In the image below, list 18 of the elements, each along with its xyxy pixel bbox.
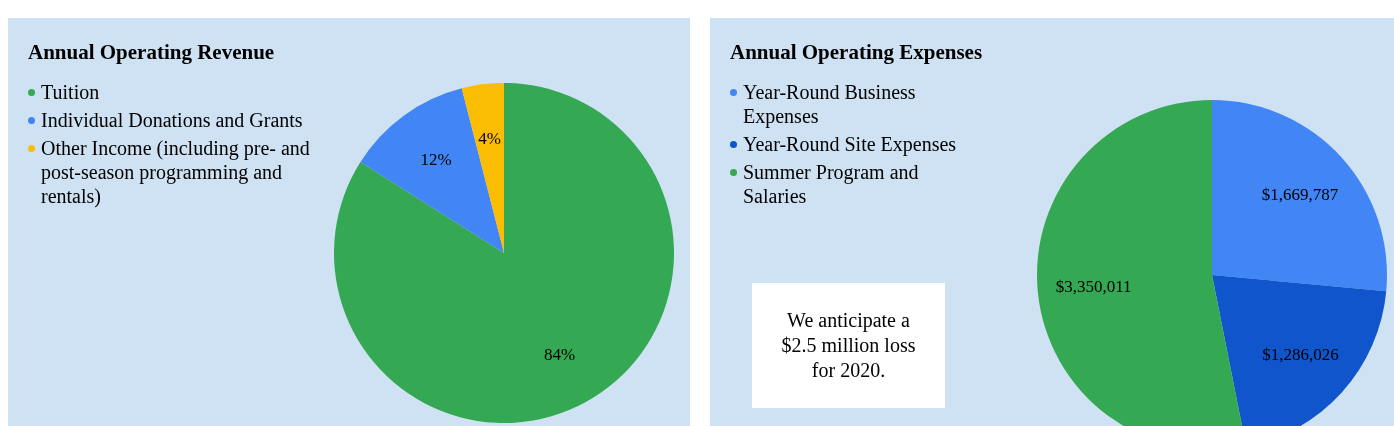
data-label: $1,669,787 <box>1261 185 1339 205</box>
data-label: 12% <box>420 149 452 169</box>
data-label: 84% <box>544 344 576 364</box>
data-label: 4% <box>478 128 501 148</box>
chart-title: Annual Operating Revenue <box>28 40 275 65</box>
legend-label: Other Income (including pre- and post-season programming and rentals) <box>41 136 311 208</box>
legend-label: Tuition <box>41 80 100 104</box>
legend-label: Year-Round Business Expenses <box>743 80 917 128</box>
pie-slice <box>334 83 674 423</box>
pie-slice <box>461 83 504 253</box>
legend-label: Individual Donations and Grants <box>41 108 303 132</box>
data-label: $3,350,011 <box>1055 277 1132 297</box>
chart-title: Annual Operating Expenses <box>730 40 983 65</box>
pie-slice <box>360 88 504 253</box>
text: We anticipate a $2.5 million loss for 2020. <box>752 283 945 408</box>
legend-label: Year-Round Site Expenses <box>743 132 957 156</box>
data-label: $1,286,026 <box>1262 345 1339 365</box>
legend-label: Summer Program and Salaries <box>743 160 920 208</box>
